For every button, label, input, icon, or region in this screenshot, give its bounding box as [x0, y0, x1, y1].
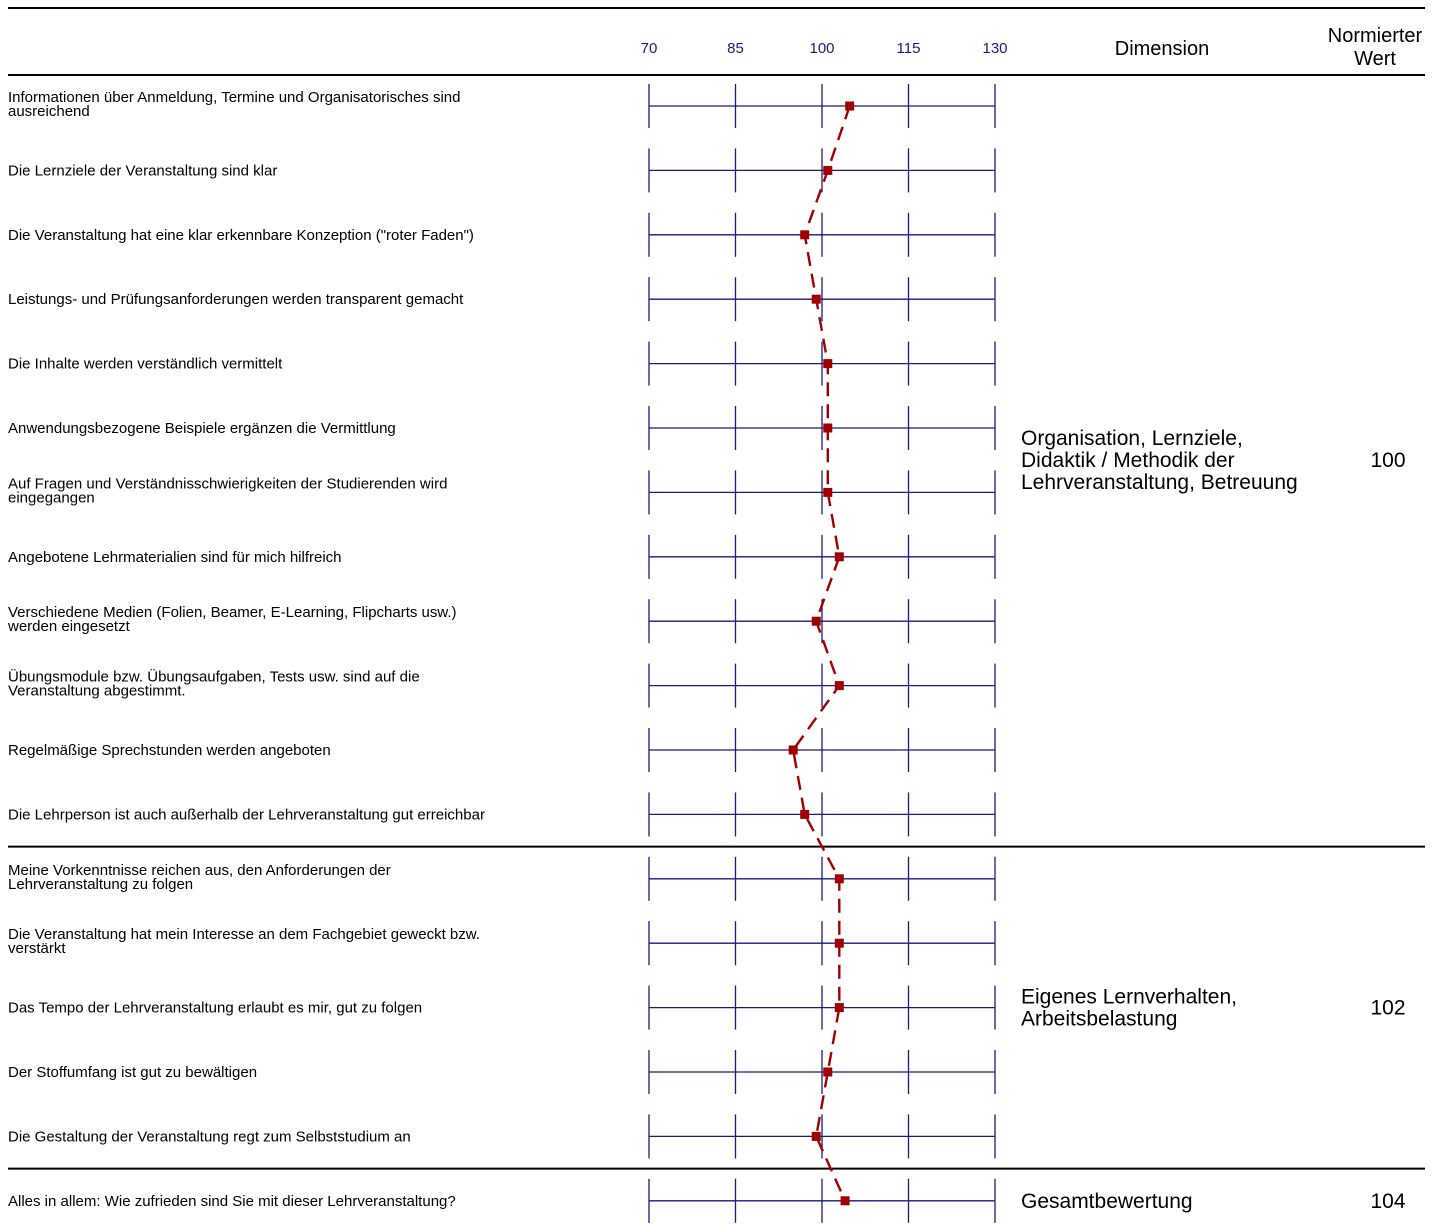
data-point	[811, 616, 821, 626]
item-label: Die Veranstaltung hat mein Interesse an …	[8, 926, 480, 943]
item-label: Der Stoffumfang ist gut zu bewältigen	[8, 1064, 257, 1081]
item-label: eingegangen	[8, 489, 95, 506]
data-point	[811, 294, 821, 304]
data-point	[800, 230, 810, 240]
dimension-label: Eigenes Lernverhalten,	[1021, 986, 1237, 1009]
item-label: Die Veranstaltung hat eine klar erkennba…	[8, 227, 474, 244]
item-label: Die Gestaltung der Veranstaltung regt zu…	[8, 1128, 411, 1145]
item-label: Das Tempo der Lehrveranstaltung erlaubt …	[8, 1000, 422, 1017]
data-point	[823, 487, 833, 497]
data-point	[834, 938, 844, 948]
data-point	[834, 1003, 844, 1013]
x-tick-label: 100	[809, 40, 834, 57]
x-tick-label: 85	[727, 40, 744, 57]
item-label: werden eingesetzt	[7, 618, 131, 635]
header-normed-value: Wert	[1354, 48, 1396, 70]
dimension-label: Organisation, Lernziele,	[1021, 427, 1243, 450]
normed-value: 100	[1370, 449, 1405, 472]
item-label: Die Inhalte werden verständlich vermitte…	[8, 356, 283, 373]
item-label: Die Lehrperson ist auch außerhalb der Le…	[8, 806, 485, 823]
x-tick-label: 130	[982, 40, 1007, 57]
x-tick-label: 115	[897, 40, 921, 57]
item-label: Übungsmodule bzw. Übungsaufgaben, Tests …	[8, 668, 420, 686]
normed-value: 104	[1370, 1190, 1405, 1213]
data-point	[823, 1067, 833, 1077]
data-point	[823, 165, 833, 175]
item-label: Informationen über Anmeldung, Termine un…	[8, 89, 460, 106]
header-normed-value: Normierter	[1328, 25, 1423, 47]
data-point	[845, 101, 855, 111]
item-label: Regelmäßige Sprechstunden werden angebot…	[8, 742, 331, 759]
dimension-label: Lehrveranstaltung, Betreuung	[1021, 471, 1298, 494]
dimension-label: Didaktik / Methodik der	[1021, 449, 1235, 472]
data-point	[788, 745, 798, 755]
header-dimension: Dimension	[1115, 38, 1209, 60]
x-tick-label: 70	[641, 40, 658, 57]
item-label: ausreichend	[8, 103, 90, 120]
data-point	[834, 681, 844, 691]
data-point	[823, 359, 833, 369]
item-label: Veranstaltung abgestimmt.	[8, 683, 186, 700]
dimension-label: Arbeitsbelastung	[1021, 1008, 1177, 1031]
dimension-label: Gesamtbewertung	[1021, 1190, 1193, 1213]
profile-line	[791, 105, 851, 1202]
item-label: Alles in allem: Wie zufrieden sind Sie m…	[8, 1193, 456, 1210]
data-point	[840, 1196, 850, 1206]
data-point	[834, 874, 844, 884]
item-label: Anwendungsbezogene Beispiele ergänzen di…	[8, 420, 396, 437]
item-label: Auf Fragen und Verständnisschwierigkeite…	[8, 475, 447, 492]
item-label: Die Lernziele der Veranstaltung sind kla…	[8, 162, 277, 179]
data-point	[800, 809, 810, 819]
item-label: Meine Vorkenntnisse reichen aus, den Anf…	[8, 862, 391, 879]
normed-value: 102	[1370, 997, 1405, 1020]
item-label: verstärkt	[8, 940, 66, 957]
item-label: Verschiedene Medien (Folien, Beamer, E-L…	[8, 604, 457, 621]
item-label: Leistungs- und Prüfungsanforderungen wer…	[8, 291, 464, 308]
item-label: Lehrveranstaltung zu folgen	[8, 876, 193, 893]
data-point	[811, 1131, 821, 1141]
data-point	[834, 552, 844, 562]
item-label: Angebotene Lehrmaterialien sind für mich…	[8, 549, 342, 566]
data-point	[823, 423, 833, 433]
